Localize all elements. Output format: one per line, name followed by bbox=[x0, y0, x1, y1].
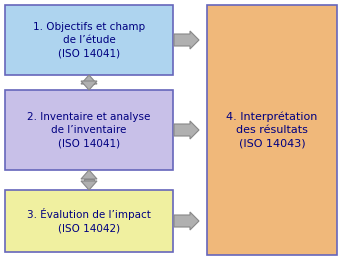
Text: 2. Inventaire et analyse
de l’inventaire
(ISO 14041): 2. Inventaire et analyse de l’inventaire… bbox=[27, 112, 151, 148]
Text: 1. Objectifs et champ
de l’étude
(ISO 14041): 1. Objectifs et champ de l’étude (ISO 14… bbox=[33, 22, 145, 58]
Polygon shape bbox=[174, 31, 199, 49]
Polygon shape bbox=[81, 81, 97, 90]
Polygon shape bbox=[174, 212, 199, 230]
Text: 4. Interprétation
des résultats
(ISO 14043): 4. Interprétation des résultats (ISO 140… bbox=[226, 112, 318, 148]
Polygon shape bbox=[81, 75, 97, 84]
Polygon shape bbox=[81, 170, 97, 179]
Polygon shape bbox=[5, 90, 173, 170]
Polygon shape bbox=[84, 81, 94, 84]
Polygon shape bbox=[81, 181, 97, 190]
Polygon shape bbox=[5, 5, 173, 75]
Polygon shape bbox=[207, 5, 337, 255]
Polygon shape bbox=[5, 190, 173, 252]
Polygon shape bbox=[84, 179, 94, 181]
Polygon shape bbox=[174, 121, 199, 139]
Text: 3. Évalution de l’impact
(ISO 14042): 3. Évalution de l’impact (ISO 14042) bbox=[27, 209, 151, 233]
